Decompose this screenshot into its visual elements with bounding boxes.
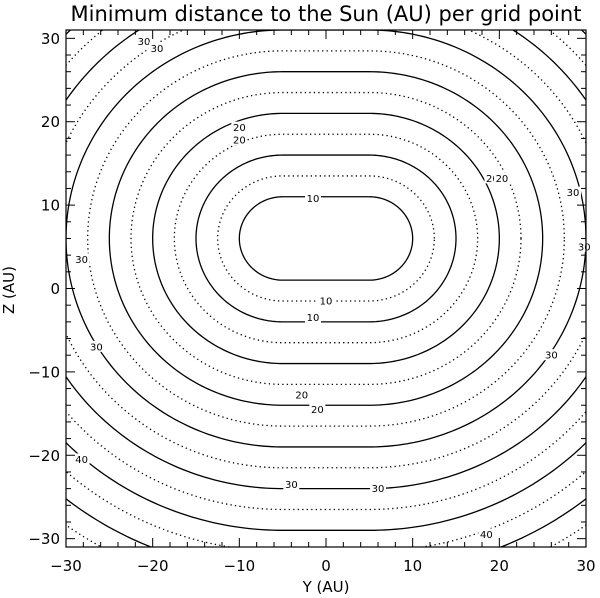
dotted-contour-6 [66,470,586,547]
contour-label: 30 [578,242,591,253]
contour-label-bg [576,240,593,252]
x-axis-label: Y (AU) [302,578,350,596]
contour-label: 40 [75,455,88,466]
solid-contour-2 [152,112,500,365]
x-tick-labels: −30 −20 −10 0 10 20 30 [50,557,595,575]
solid-contour-5 [66,30,586,490]
dotted-contour-2 [130,91,522,386]
contour-label-bg [493,172,510,184]
contour-label-bg [305,311,321,323]
y-tick-label: 20 [41,113,60,131]
contour-label-bg [543,349,560,361]
axis-ticks [65,30,587,547]
solid-contour-3 [108,71,544,406]
plot-frame [65,29,587,548]
y-tick-label: 0 [50,280,60,298]
dotted-contour-4 [66,30,586,469]
contour-label-bg [484,172,501,184]
contour-label: 10 [307,194,320,205]
dotted-contour-1 [173,133,479,344]
solid-contour-1 [195,154,457,323]
x-tick-label: −10 [224,557,256,575]
x-tick-label: 20 [490,557,509,575]
y-tick-label: 30 [41,30,60,48]
contour-label: 30 [151,44,164,55]
y-tick-label: −30 [28,530,60,548]
contour-label: 30 [545,351,558,362]
contour-label: 20 [496,174,509,185]
contour-label-bg [305,192,321,204]
contour-label: 30 [372,484,385,495]
x-tick-label: 0 [321,557,331,575]
solid-contour-7 [66,498,586,547]
contour-label-bg [149,42,165,54]
x-tick-label: 30 [576,557,595,575]
contour-label-bg [318,295,334,307]
solid-contour-6 [66,30,586,531]
contour-label-bg [88,340,105,352]
dotted-contour-3 [87,50,565,427]
contour-label-bg [231,121,248,133]
y-tick-label: 10 [41,197,60,215]
contour-label: 30 [75,255,88,266]
y-axis-label: Z (AU) [0,266,18,314]
contour-label: 10 [307,313,320,324]
contour-label-bg [565,186,581,198]
x-tick-label: −20 [137,557,169,575]
contour-label-bg [478,528,495,540]
contour-label: 20 [233,123,246,134]
contour-label: 10 [320,297,333,308]
contour-label-bg [73,253,90,265]
contour-label-bg [136,35,152,47]
contour-label-bg [231,134,248,146]
solid-contour-4 [66,30,586,448]
solid-contour-0 [238,196,414,281]
contour-label: 30 [90,342,103,353]
contour-label-bg [309,403,326,415]
contour-label: 20 [295,391,308,402]
contour-label: 40 [480,530,493,541]
contour-label: 20 [233,136,246,147]
contour-label: 30 [285,480,298,491]
y-tick-labels: −30 −20 −10 0 10 20 30 [28,30,60,548]
contour-label-bg [293,389,310,401]
contour-label: 20 [311,405,324,416]
contour-label: 30 [567,188,580,199]
contour-label: 30 [138,37,151,48]
x-tick-label: −30 [50,557,82,575]
contour-label-bg [370,482,386,494]
chart-title: Minimum distance to the Sun (AU) per gri… [71,2,582,26]
contour-label: 20 [486,174,499,185]
y-tick-label: −20 [28,447,60,465]
dotted-contour-5 [66,30,586,511]
contour-label-bg [73,453,90,465]
x-tick-label: 10 [403,557,422,575]
dotted-contour-0 [217,175,435,302]
contour-label-bg [283,478,300,490]
y-tick-label: −10 [28,363,60,381]
